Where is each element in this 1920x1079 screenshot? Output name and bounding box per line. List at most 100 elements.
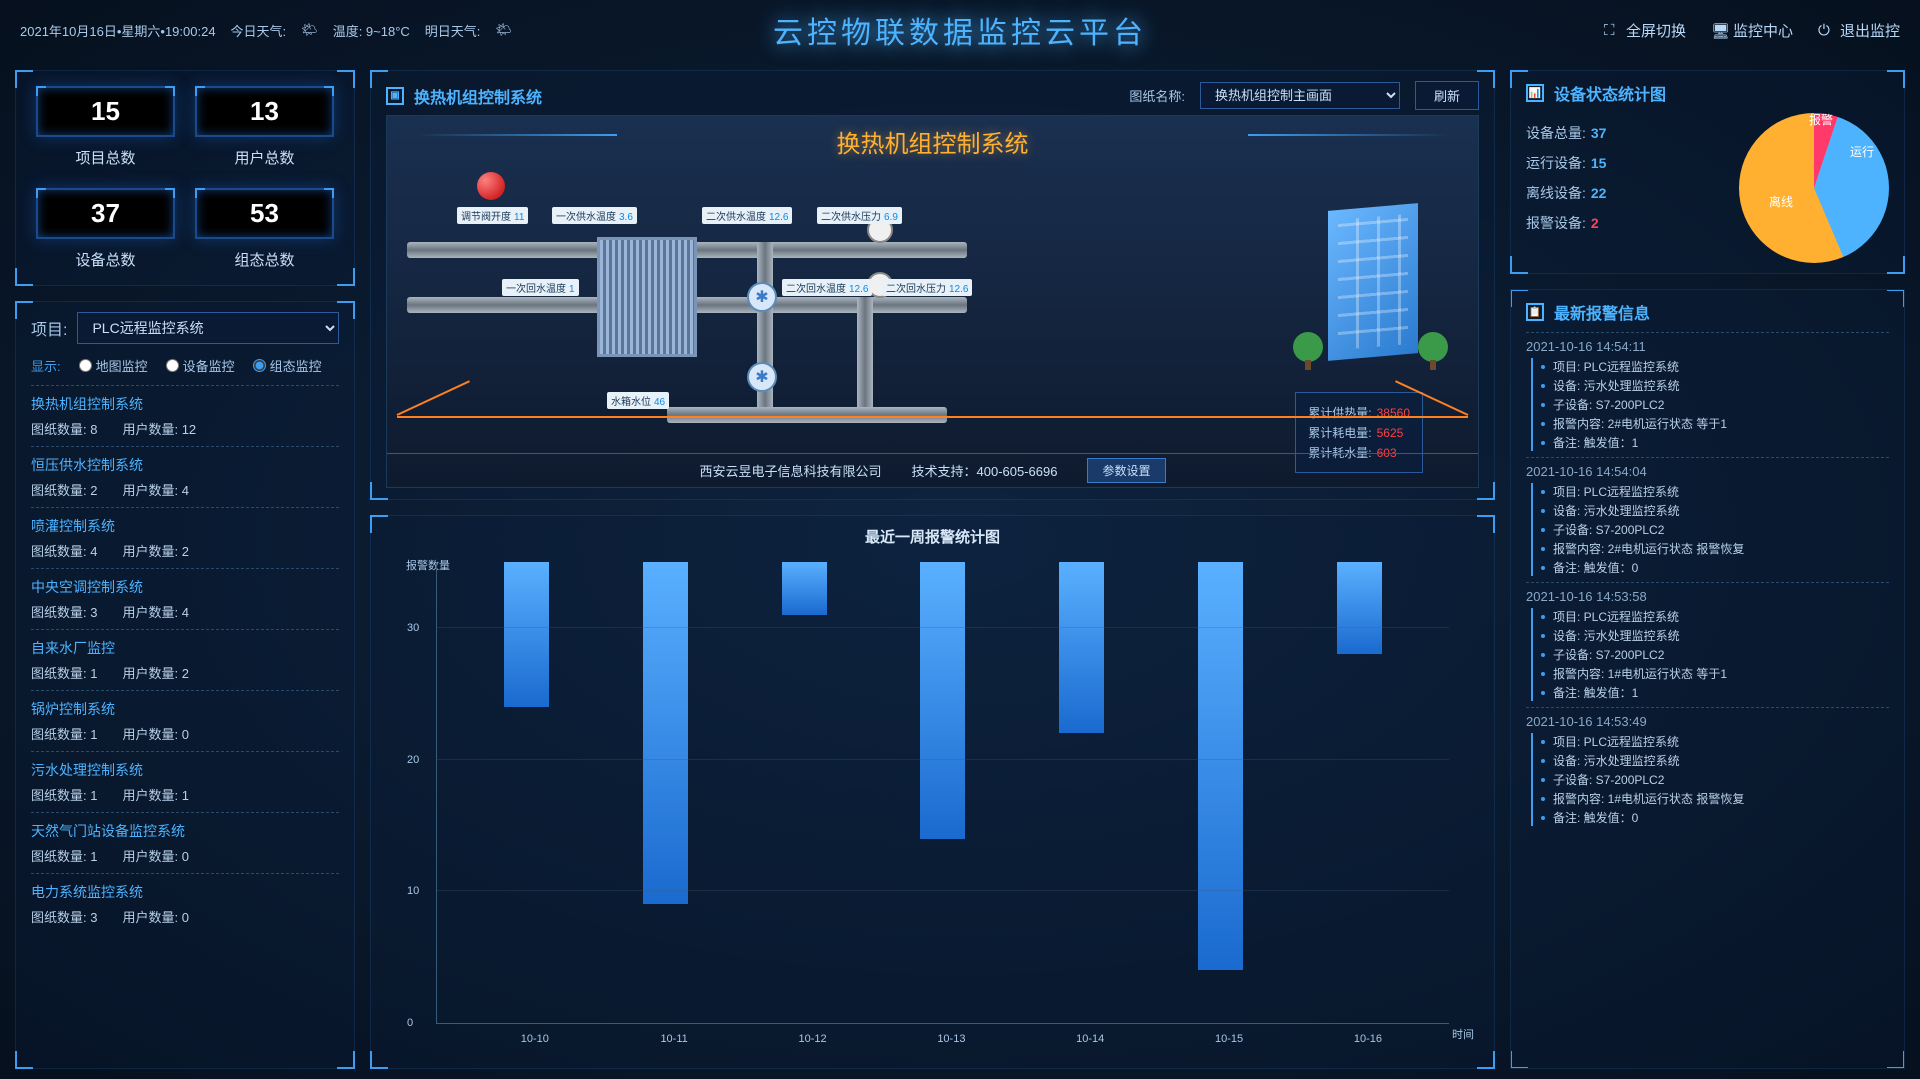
display-label: 显示: bbox=[31, 356, 61, 375]
chart-area: 10-10 10-11 10-12 10-13 10-14 10-15 10-1… bbox=[436, 562, 1449, 1024]
stat-offline: 离线设备:22 bbox=[1526, 183, 1724, 203]
system-drawings: 图纸数量: 4 bbox=[31, 541, 97, 560]
radio-config[interactable]: 组态监控 bbox=[253, 356, 322, 375]
alarm-time: 2021-10-16 14:54:04 bbox=[1526, 464, 1889, 479]
scada-icon: ▣ bbox=[386, 87, 404, 105]
y-tick: 10 bbox=[407, 885, 419, 897]
scada-diagram: 换热机组控制系统 ✱ ✱ 调节阀开度 bbox=[386, 115, 1479, 488]
system-item[interactable]: 电力系统监控系统 图纸数量: 3 用户数量: 0 bbox=[31, 873, 339, 934]
chart-icon: 📊 bbox=[1526, 84, 1544, 102]
system-item[interactable]: 自来水厂监控 图纸数量: 1 用户数量: 2 bbox=[31, 629, 339, 690]
tag-supply1-temp: 一次供水温度3.6 bbox=[552, 207, 637, 224]
system-users: 用户数量: 1 bbox=[122, 785, 188, 804]
bar-label: 10-16 bbox=[1354, 1033, 1382, 1045]
system-name: 锅炉控制系统 bbox=[31, 699, 339, 719]
page-title: 云控物联数据监控云平台 bbox=[773, 8, 1147, 52]
system-drawings: 图纸数量: 8 bbox=[31, 419, 97, 438]
system-item[interactable]: 恒压供水控制系统 图纸数量: 2 用户数量: 4 bbox=[31, 446, 339, 507]
system-drawings: 图纸数量: 1 bbox=[31, 785, 97, 804]
system-item[interactable]: 喷灌控制系统 图纸数量: 4 用户数量: 2 bbox=[31, 507, 339, 568]
radio-device[interactable]: 设备监控 bbox=[166, 356, 235, 375]
tag-supply2-press: 二次供水压力6.9 bbox=[817, 207, 902, 224]
bar: 10-12 bbox=[782, 562, 827, 1023]
refresh-button[interactable]: 刷新 bbox=[1415, 81, 1479, 110]
bar-label: 10-14 bbox=[1076, 1033, 1104, 1045]
system-users: 用户数量: 2 bbox=[122, 663, 188, 682]
drawing-select[interactable]: 换热机组控制主画面 bbox=[1200, 82, 1400, 109]
bar-label: 10-12 bbox=[798, 1033, 826, 1045]
weather-icon: 🌤 bbox=[301, 22, 318, 38]
fullscreen-button[interactable]: ⛶ 全屏切换 bbox=[1604, 20, 1686, 41]
pump-icon: ✱ bbox=[747, 282, 777, 312]
alarm-panel: 📋最新报警信息 2021-10-16 14:54:11 项目: PLC远程监控系… bbox=[1510, 289, 1905, 1069]
system-name: 换热机组控制系统 bbox=[31, 394, 339, 414]
bar: 10-10 bbox=[504, 562, 549, 1023]
system-users: 用户数量: 2 bbox=[122, 541, 188, 560]
alarm-remark: 备注: 触发值：1 bbox=[1543, 684, 1889, 701]
alarm-item: 2021-10-16 14:54:04 项目: PLC远程监控系统 设备: 污水… bbox=[1526, 457, 1889, 582]
device-status-panel: 📊设备状态统计图 设备总量:37 运行设备:15 离线设备:22 报警设备:2 … bbox=[1510, 70, 1905, 274]
alarm-project: 项目: PLC远程监控系统 bbox=[1543, 483, 1889, 500]
exit-button[interactable]: ⏻ 退出监控 bbox=[1818, 20, 1900, 41]
monitor-center-button[interactable]: 🖥 监控中心 bbox=[1711, 20, 1793, 41]
alarm-sub: 子设备: S7-200PLC2 bbox=[1543, 771, 1889, 788]
alarm-item: 2021-10-16 14:54:11 项目: PLC远程监控系统 设备: 污水… bbox=[1526, 332, 1889, 457]
alarm-sub: 子设备: S7-200PLC2 bbox=[1543, 521, 1889, 538]
bar-label: 10-11 bbox=[660, 1033, 687, 1045]
alarm-content: 报警内容: 2#电机运行状态 报警恢复 bbox=[1543, 540, 1889, 557]
scada-panel-title: 换热机组控制系统 bbox=[414, 84, 542, 108]
chart-x-label: 时间 bbox=[1452, 1026, 1474, 1042]
system-item[interactable]: 天然气门站设备监控系统 图纸数量: 1 用户数量: 0 bbox=[31, 812, 339, 873]
monitor-icon: 🖥 bbox=[1711, 22, 1727, 38]
chart-panel: 最近一周报警统计图 报警数量 时间 10-10 10-11 10-12 10-1… bbox=[370, 515, 1495, 1069]
scada-title: 换热机组控制系统 bbox=[387, 116, 1478, 167]
tag-valve: 调节阀开度11 bbox=[457, 207, 528, 224]
bar: 10-15 bbox=[1198, 562, 1243, 1023]
stat-projects: 15 项目总数 bbox=[36, 86, 175, 168]
tag-return2-press: 二次回水压力12.6 bbox=[882, 279, 972, 296]
pie-label-alarm: 报警 bbox=[1809, 111, 1833, 128]
system-name: 自来水厂监控 bbox=[31, 638, 339, 658]
system-item[interactable]: 锅炉控制系统 图纸数量: 1 用户数量: 0 bbox=[31, 690, 339, 751]
y-tick: 20 bbox=[407, 754, 419, 766]
pie-label-running: 运行 bbox=[1850, 143, 1874, 160]
tomorrow-weather-icon: 🌤 bbox=[495, 22, 512, 38]
system-drawings: 图纸数量: 1 bbox=[31, 724, 97, 743]
project-select[interactable]: PLC远程监控系统 bbox=[77, 312, 339, 344]
radio-map[interactable]: 地图监控 bbox=[79, 356, 148, 375]
system-name: 中央空调控制系统 bbox=[31, 577, 339, 597]
project-label: 项目: bbox=[31, 316, 67, 340]
project-panel: 项目: PLC远程监控系统 显示: 地图监控 设备监控 组态监控 换热机组控制系… bbox=[15, 301, 355, 1069]
system-item[interactable]: 中央空调控制系统 图纸数量: 3 用户数量: 4 bbox=[31, 568, 339, 629]
alarm-content: 报警内容: 1#电机运行状态 等于1 bbox=[1543, 665, 1889, 682]
alarm-remark: 备注: 触发值：1 bbox=[1543, 434, 1889, 451]
system-drawings: 图纸数量: 3 bbox=[31, 907, 97, 926]
tag-return1-temp: 一次回水温度1 bbox=[502, 279, 579, 296]
system-name: 喷灌控制系统 bbox=[31, 516, 339, 536]
system-item[interactable]: 污水处理控制系统 图纸数量: 1 用户数量: 1 bbox=[31, 751, 339, 812]
today-weather-label: 今日天气: bbox=[231, 21, 287, 40]
heat-exchanger-icon bbox=[597, 237, 697, 357]
alarm-project: 项目: PLC远程监控系统 bbox=[1543, 608, 1889, 625]
stat-alarm: 报警设备:2 bbox=[1526, 213, 1724, 233]
floor-line bbox=[397, 388, 1468, 418]
stat-running: 运行设备:15 bbox=[1526, 153, 1724, 173]
system-users: 用户数量: 0 bbox=[122, 724, 188, 743]
system-drawings: 图纸数量: 1 bbox=[31, 846, 97, 865]
alarm-device: 设备: 污水处理监控系统 bbox=[1543, 752, 1889, 769]
chart-title: 最近一周报警统计图 bbox=[386, 526, 1479, 547]
param-settings-button[interactable]: 参数设置 bbox=[1087, 458, 1165, 483]
alarm-item: 2021-10-16 14:53:58 项目: PLC远程监控系统 设备: 污水… bbox=[1526, 582, 1889, 707]
system-name: 污水处理控制系统 bbox=[31, 760, 339, 780]
pie-label-offline: 离线 bbox=[1769, 193, 1793, 210]
system-item[interactable]: 换热机组控制系统 图纸数量: 8 用户数量: 12 bbox=[31, 385, 339, 446]
bar: 10-14 bbox=[1059, 562, 1104, 1023]
alarm-sub: 子设备: S7-200PLC2 bbox=[1543, 396, 1889, 413]
alarm-time: 2021-10-16 14:53:58 bbox=[1526, 589, 1889, 604]
system-name: 电力系统监控系统 bbox=[31, 882, 339, 902]
stat-configs: 53 组态总数 bbox=[195, 188, 334, 270]
top-right-actions: ⛶ 全屏切换 🖥 监控中心 ⏻ 退出监控 bbox=[1604, 20, 1900, 41]
system-users: 用户数量: 0 bbox=[122, 907, 188, 926]
system-drawings: 图纸数量: 1 bbox=[31, 663, 97, 682]
system-users: 用户数量: 4 bbox=[122, 602, 188, 621]
